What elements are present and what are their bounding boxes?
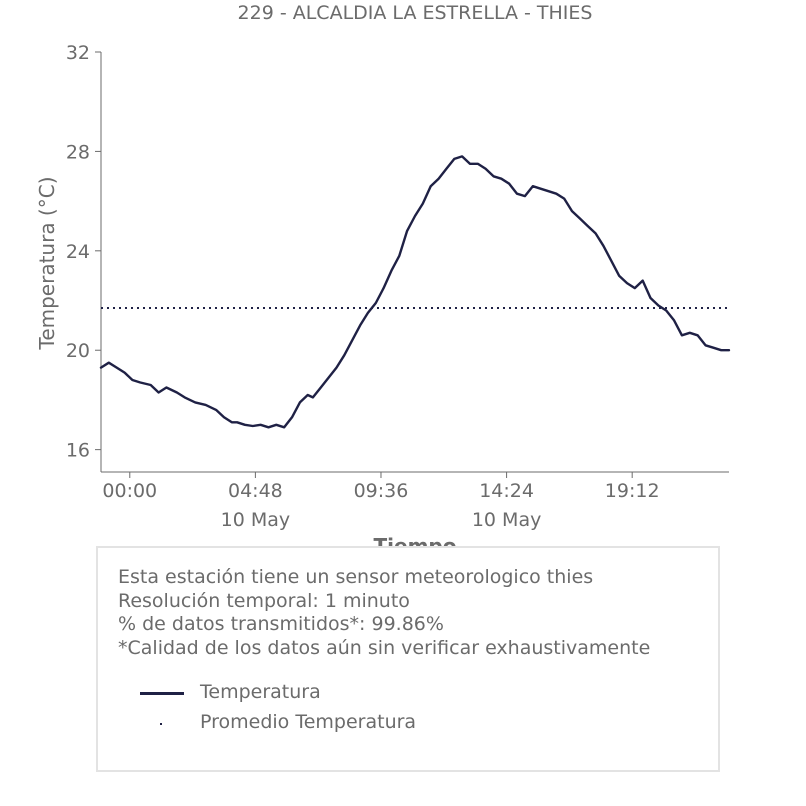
info-text: Esta estación tiene un sensor meteorolog… [118, 566, 650, 660]
x-tick-sublabel-1: 10 May [221, 509, 291, 531]
temperature-series-line [99, 155, 731, 429]
info-sensor-line: Esta estación tiene un sensor meteorolog… [118, 566, 594, 588]
y-tick-label-0: 16 [66, 440, 90, 462]
y-tick-label-1: 20 [66, 340, 90, 362]
y-tick-label-2: 24 [66, 241, 90, 263]
chart-title: 229 - ALCALDIA LA ESTRELLA - THIES [237, 2, 593, 24]
x-tick-label-0: 00:00 [102, 480, 157, 502]
x-tick-sublabel-3: 10 May [472, 509, 542, 531]
x-tick-label-1: 04:48 [228, 480, 283, 502]
legend-line-swatch [140, 692, 184, 695]
temperature-chart: 16 20 24 28 32 00:00 04:48 10 May 09:36 14:24 10 M… [35, 42, 731, 558]
legend-label-temperatura: Temperatura [200, 681, 321, 703]
info-quality-line: *Calidad de los datos aún sin verificar … [118, 636, 651, 659]
y-axis-label: Temperatura (°C) [35, 176, 59, 350]
info-box: Esta estación tiene un sensor meteorolog… [96, 546, 720, 772]
info-resolution-line: Resolución temporal: 1 minuto [118, 589, 410, 612]
y-tick-label-4: 32 [66, 42, 90, 64]
y-tick-label-3: 28 [66, 141, 90, 163]
x-tick-label-4: 19:12 [605, 480, 660, 502]
x-tick-label-3: 14:24 [479, 480, 534, 502]
legend-dot-swatch [160, 723, 162, 725]
x-tick-label-2: 09:36 [354, 480, 409, 502]
legend-label-promedio: Promedio Temperatura [200, 711, 417, 733]
info-transmitted-line: % de datos transmitidos*: 99.86% [118, 613, 444, 635]
